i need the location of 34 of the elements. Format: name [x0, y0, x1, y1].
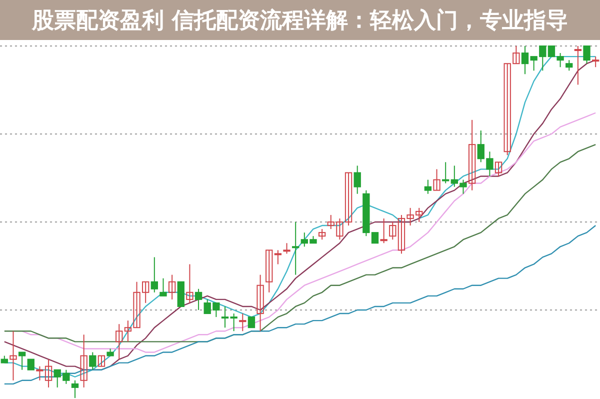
candlestick	[186, 264, 194, 304]
candlestick	[380, 218, 388, 244]
candlestick	[89, 352, 96, 370]
candlestick	[71, 380, 79, 398]
candlestick	[160, 278, 167, 296]
candlestick	[98, 355, 106, 367]
candlestick	[256, 274, 264, 332]
candlestick	[266, 250, 273, 293]
candlestick	[150, 256, 158, 293]
candlestick	[442, 162, 450, 184]
candlestick	[168, 274, 176, 300]
candlestick	[389, 222, 396, 240]
candlestick	[494, 162, 502, 177]
candlestick	[18, 352, 26, 370]
candlestick	[583, 46, 590, 64]
candlestick	[10, 330, 17, 381]
candlestick	[248, 316, 256, 328]
candlestick	[354, 165, 361, 194]
candlestick	[194, 288, 202, 310]
candlestick	[292, 222, 300, 276]
chart-title: 股票配资盈利 信托配资流程详解：轻松入门，专业指导	[31, 8, 568, 34]
candlestick	[27, 358, 34, 370]
candlestick	[274, 250, 282, 265]
candlestick	[566, 60, 573, 72]
candlestick	[239, 313, 246, 332]
candlestick	[283, 242, 290, 254]
candlestick	[318, 228, 326, 240]
candlestick	[80, 334, 88, 388]
candlestick	[433, 168, 440, 191]
candlestick	[424, 179, 432, 194]
candlestick	[116, 324, 123, 360]
candlestick	[468, 119, 476, 191]
candlestick	[574, 46, 582, 86]
candlestick	[592, 56, 600, 68]
